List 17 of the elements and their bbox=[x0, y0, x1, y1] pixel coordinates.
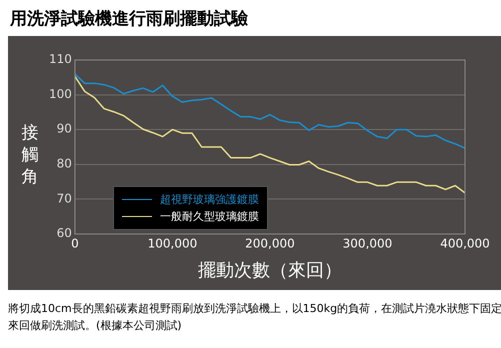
legend-label: 超視野玻璃強護鍍膜 bbox=[160, 192, 259, 207]
text: 將切成10cm長的黑鉛碳素超視野雨刷放到洗淨試驗機上，以150kg的負荷，在測試片澆水狀態下固定來回做刷洗測試。(根據本公司測試) bbox=[8, 301, 501, 334]
y-tick-label: 110 bbox=[49, 52, 72, 66]
x-axis-title: 擺動次數（來回） bbox=[198, 260, 342, 281]
y-tick-label: 70 bbox=[56, 191, 72, 206]
y-tick-label: 60 bbox=[56, 226, 72, 240]
x-tick-label: 200,000 bbox=[245, 236, 295, 250]
x-tick-label: 100,000 bbox=[148, 236, 198, 250]
legend-label: 一般耐久型玻璃鍍膜 bbox=[160, 209, 259, 224]
chart-title: 用洗淨試驗機進行雨刷擺動試驗 bbox=[8, 8, 249, 30]
y-tick-label: 100 bbox=[49, 86, 72, 101]
x-tick-label: 400,000 bbox=[440, 236, 490, 250]
x-tick-label: 0 bbox=[71, 236, 79, 250]
y-tick-label: 80 bbox=[56, 156, 72, 171]
x-tick-label: 300,000 bbox=[342, 236, 392, 250]
y-tick-label: 90 bbox=[56, 122, 72, 136]
y-axis-title: 接觸角 bbox=[20, 122, 40, 188]
